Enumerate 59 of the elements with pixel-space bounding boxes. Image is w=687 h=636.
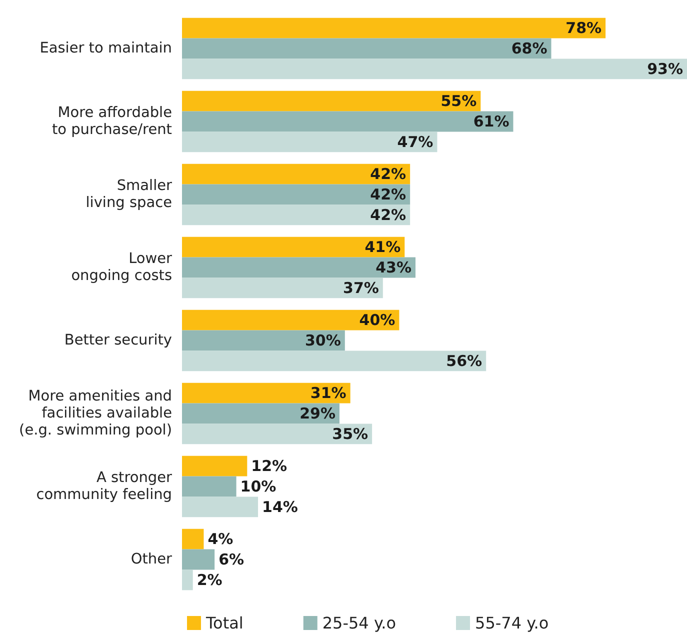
bar — [182, 330, 345, 351]
bar — [182, 403, 340, 424]
data-label: 42% — [370, 206, 406, 224]
bar — [182, 476, 236, 497]
data-label: 14% — [262, 498, 298, 516]
bar — [182, 382, 350, 404]
bar — [182, 58, 687, 80]
bar — [182, 350, 486, 372]
data-label: 41% — [364, 238, 401, 256]
bar — [182, 549, 215, 570]
bar — [182, 18, 606, 38]
data-label: 2% — [196, 570, 222, 589]
bar — [182, 184, 410, 205]
legend-label: 25-54 y.o — [322, 614, 396, 632]
bar — [182, 456, 248, 476]
data-label: 6% — [218, 550, 244, 568]
bar — [182, 204, 410, 226]
data-label: 56% — [446, 352, 482, 370]
bar — [182, 570, 193, 590]
bar — [182, 528, 204, 550]
data-label: 47% — [397, 132, 434, 151]
data-label: 78% — [566, 19, 602, 38]
bar — [182, 424, 372, 444]
bar — [182, 38, 552, 59]
data-label: 43% — [376, 258, 412, 276]
data-label: 93% — [647, 60, 683, 78]
data-label: 30% — [304, 332, 341, 350]
data-label: 31% — [310, 384, 346, 402]
data-label: 68% — [511, 40, 548, 58]
y-tick-label: A stronger community feeling — [36, 470, 172, 503]
data-label: 29% — [300, 404, 336, 422]
bar — [182, 236, 405, 258]
data-label: 35% — [332, 424, 368, 443]
y-tick-label: More amenities and facilities available (e.g. swimming pool) — [19, 388, 172, 438]
data-label: 42% — [370, 186, 406, 204]
y-tick-label: Easier to maintain — [40, 40, 172, 56]
legend-label: Total — [205, 614, 244, 632]
data-label: 61% — [473, 112, 510, 130]
data-label: 55% — [440, 92, 477, 110]
data-label: 42% — [370, 165, 406, 184]
legend-label: 55-74 y.o — [475, 614, 549, 632]
bar — [182, 496, 258, 518]
bar — [182, 310, 400, 330]
bar — [182, 90, 481, 112]
y-tick-label: Other — [130, 552, 172, 568]
bar — [182, 111, 514, 132]
data-label: 40% — [359, 311, 396, 330]
data-label: 12% — [251, 457, 288, 476]
data-label: 37% — [343, 278, 379, 297]
y-tick-label: Smaller living space — [86, 178, 172, 211]
y-tick-label: Lower ongoing costs — [71, 251, 172, 284]
y-tick-label: Better security — [64, 332, 172, 348]
data-label: 4% — [208, 530, 234, 548]
data-label: 10% — [240, 478, 276, 496]
bar — [182, 278, 383, 298]
bar — [182, 164, 410, 184]
bar — [182, 257, 416, 278]
y-tick-label: More affordable to purchase/rent — [52, 105, 172, 138]
bar — [182, 132, 438, 152]
